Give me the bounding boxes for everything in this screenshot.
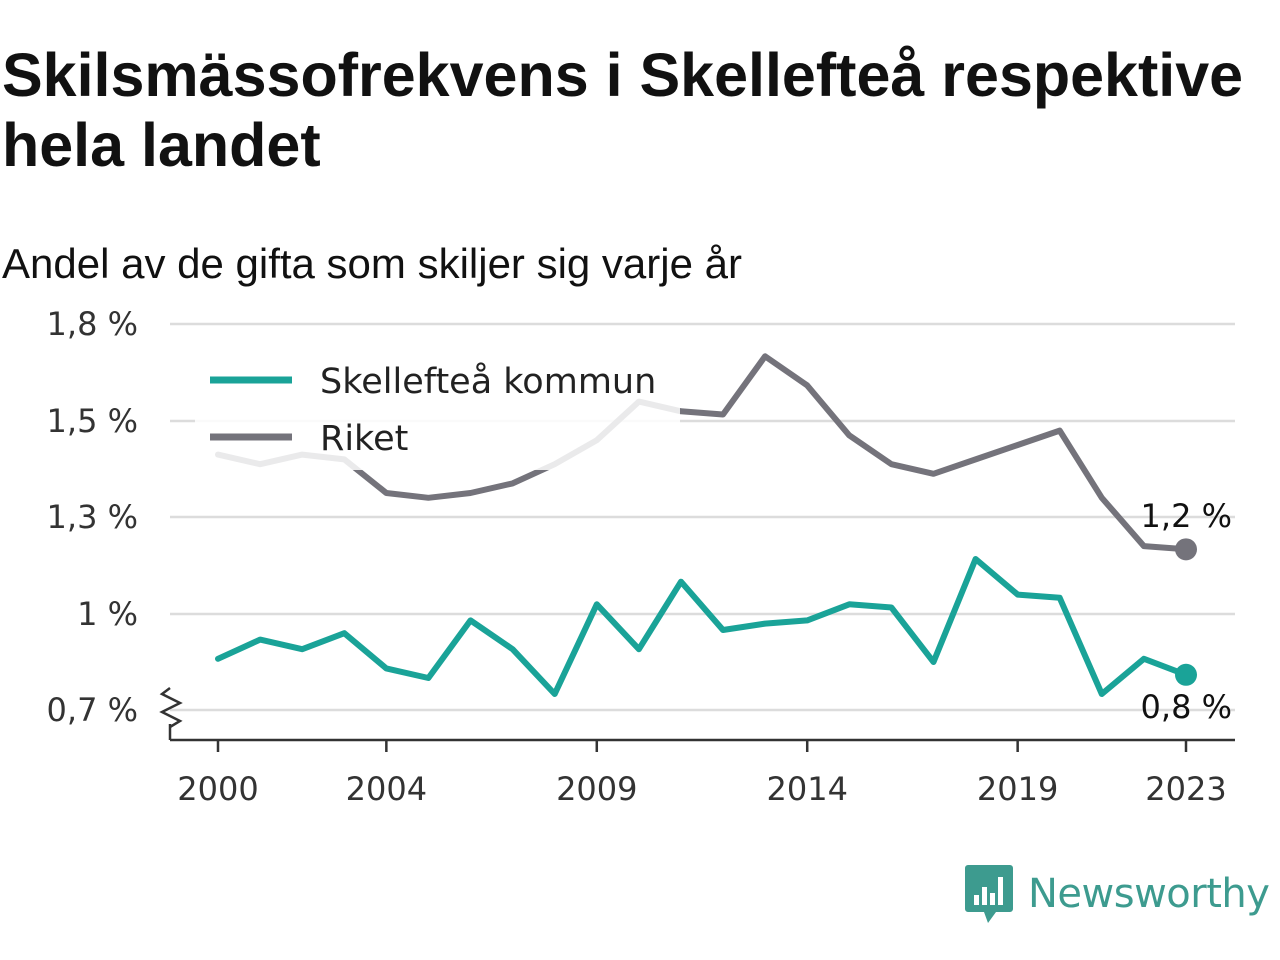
end-point-marker — [1175, 538, 1197, 561]
x-tick-label: 2019 — [977, 770, 1058, 808]
y-tick-label: 1,3 % — [47, 498, 138, 536]
legend-backdrop — [195, 352, 680, 470]
y-tick-label: 1,5 % — [47, 402, 138, 440]
end-label-riket: 1,2 % — [1141, 497, 1232, 535]
series-lines — [215, 353, 1197, 697]
x-tick-label: 2023 — [1145, 770, 1226, 808]
axis-break-icon — [159, 687, 183, 729]
legend-label: Riket — [320, 419, 408, 459]
series-line — [215, 556, 1189, 697]
series-line — [215, 353, 1189, 553]
x-axis: 2000 2004 2009 2014 2019 2023 — [159, 687, 1235, 808]
y-tick-label: 0,7 % — [47, 691, 138, 729]
x-tick-label: 2014 — [766, 770, 847, 808]
x-tick-label: 2000 — [177, 770, 258, 808]
chart-title: Skilsmässofrekvens i Skellefteå respekti… — [2, 41, 1244, 179]
y-tick-label: 1,8 % — [47, 305, 138, 343]
grid-lines — [170, 322, 1235, 712]
newsworthy-logo-icon — [965, 865, 1013, 923]
end-label-skelleftea: 0,8 % — [1141, 688, 1232, 726]
x-tick-label: 2009 — [556, 770, 637, 808]
legend: Skellefteå kommun Riket — [195, 352, 680, 470]
x-tick-label: 2004 — [346, 770, 427, 808]
newsworthy-brand[interactable]: Newsworthy — [964, 862, 1270, 926]
brand-name: Newsworthy — [1028, 871, 1270, 917]
y-axis-labels: 0,7 % 1 % 1,3 % 1,5 % 1,8 % — [47, 305, 138, 729]
chart-subtitle: Andel av de gifta som skiljer sig varje … — [2, 240, 742, 287]
legend-label: Skellefteå kommun — [320, 361, 656, 402]
end-labels: 1,2 % 0,8 % — [1141, 497, 1232, 726]
y-tick-label: 1 % — [77, 595, 138, 633]
end-point-marker — [1175, 663, 1197, 686]
